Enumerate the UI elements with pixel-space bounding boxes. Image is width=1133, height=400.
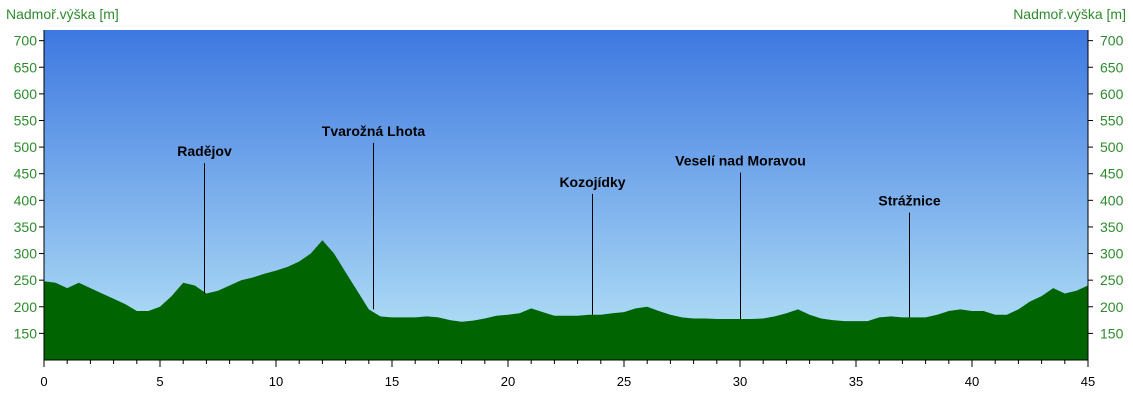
y-tick-label-left: 600 — [14, 86, 38, 102]
x-axis: 0 5 10 15 20 25 30 35 40 45 — [40, 360, 1095, 389]
y-tick-label-left: 150 — [14, 325, 38, 341]
y-tick-label-left: 550 — [14, 112, 38, 128]
y-tick-label-right: 400 — [1100, 192, 1124, 208]
x-tick-label: 25 — [617, 374, 631, 389]
x-tick-label: 35 — [849, 374, 863, 389]
y-tick-label-right: 250 — [1100, 272, 1124, 288]
y-tick-label-right: 550 — [1100, 112, 1124, 128]
y-tick-label-right: 700 — [1100, 33, 1124, 49]
y-axis-left-title: Nadmoř.výška [m] — [6, 6, 119, 22]
y-tick-label-left: 350 — [14, 219, 38, 235]
y-tick-label-right: 300 — [1100, 246, 1124, 262]
x-tick-label: 30 — [733, 374, 747, 389]
x-tick-label: 0 — [40, 374, 47, 389]
x-tick-label: 20 — [501, 374, 515, 389]
place-label: Veselí nad Moravou — [675, 153, 806, 169]
y-tick-label-right: 350 — [1100, 219, 1124, 235]
y-tick-label-left: 400 — [14, 192, 38, 208]
place-annotations: Radějov Tvarožná Lhota Kozojídky Veselí nad… — [177, 123, 941, 320]
y-axis-right: 150 200 250 300 350 400 450 500 550 600 650 700 — [1088, 33, 1124, 341]
place-label: Kozojídky — [559, 174, 625, 190]
y-tick-label-left: 650 — [14, 59, 38, 75]
y-axis-right-title: Nadmoř.výška [m] — [1013, 6, 1126, 22]
x-tick-label: 5 — [156, 374, 163, 389]
y-tick-label-left: 500 — [14, 139, 38, 155]
y-tick-label-right: 200 — [1100, 299, 1124, 315]
y-tick-label-right: 150 — [1100, 325, 1124, 341]
place-label: Strážnice — [878, 193, 940, 209]
terrain-area — [44, 240, 1088, 360]
y-axis-left: 150 200 250 300 350 400 450 500 550 600 650 700 — [14, 33, 44, 341]
y-tick-label-right: 600 — [1100, 86, 1124, 102]
y-tick-label-left: 450 — [14, 166, 38, 182]
y-tick-label-right: 650 — [1100, 59, 1124, 75]
y-tick-label-left: 250 — [14, 272, 38, 288]
place-label: Tvarožná Lhota — [322, 123, 426, 139]
y-tick-label-left: 300 — [14, 246, 38, 262]
y-tick-label-left: 200 — [14, 299, 38, 315]
x-tick-label: 15 — [385, 374, 399, 389]
place-label: Radějov — [177, 143, 232, 159]
y-tick-label-right: 500 — [1100, 139, 1124, 155]
x-tick-label: 40 — [965, 374, 979, 389]
x-tick-label: 45 — [1081, 374, 1095, 389]
y-tick-label-left: 700 — [14, 33, 38, 49]
y-tick-label-right: 450 — [1100, 166, 1124, 182]
x-tick-label: 10 — [269, 374, 283, 389]
